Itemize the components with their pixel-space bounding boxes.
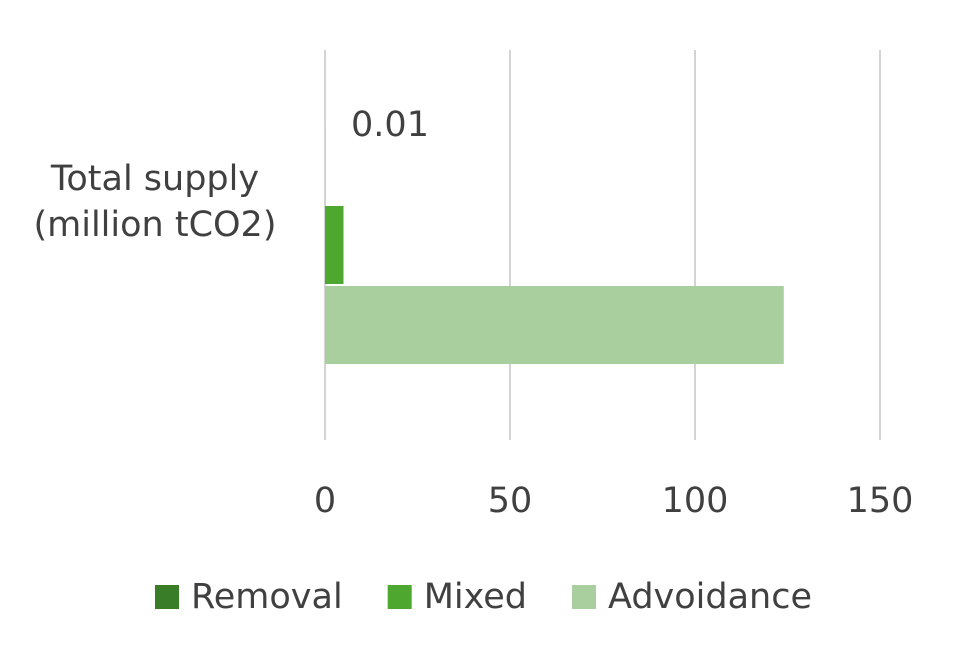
legend-label: Removal (191, 577, 343, 617)
x-tick-label: 0 (314, 481, 336, 521)
legend-swatch (155, 585, 179, 609)
y-tick-label: Total supply (million tCO2) (33, 159, 277, 245)
x-tick-label: 150 (847, 481, 914, 521)
legend-swatch (572, 585, 596, 609)
bar (325, 286, 784, 364)
data-label: 0.01 (351, 105, 429, 145)
bar (325, 206, 344, 284)
legend-swatch (387, 585, 412, 609)
legend-label: Mixed (424, 577, 527, 617)
x-tick-label: 100 (662, 481, 729, 521)
legend-label: Advoidance (608, 577, 812, 617)
x-tick-label: 50 (488, 481, 533, 521)
